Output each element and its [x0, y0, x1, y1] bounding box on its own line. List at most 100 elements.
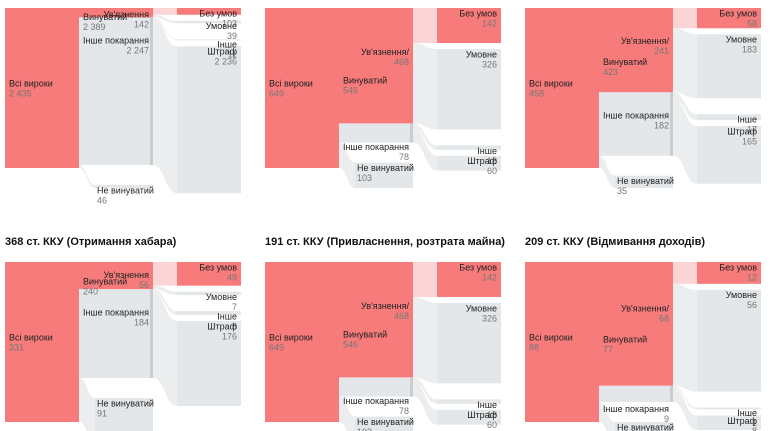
node-label: Всі вироки	[9, 332, 53, 342]
node-value: 649	[269, 342, 284, 352]
node-label: Ув'язнення	[103, 270, 149, 280]
node-value: 468	[394, 57, 409, 67]
node-label: Інше	[737, 408, 757, 418]
node-label: Штраф	[727, 127, 757, 137]
node-value: 18	[487, 156, 497, 166]
flow	[673, 28, 697, 99]
flow	[673, 92, 697, 121]
node	[177, 291, 241, 296]
node	[5, 8, 79, 168]
node-value: 142	[482, 18, 497, 28]
flow	[413, 43, 437, 130]
node-label: Інше	[217, 311, 237, 321]
node-label: Не винуватий	[357, 163, 414, 173]
node-label: Інше покарання	[603, 404, 669, 414]
node-label: Інше покарання	[343, 142, 409, 152]
flow	[79, 164, 95, 188]
node-value: 46	[97, 195, 107, 205]
flow	[153, 8, 177, 15]
flow	[153, 14, 177, 24]
node-value: 77	[603, 345, 613, 355]
node	[615, 422, 673, 431]
node-label: Всі вироки	[9, 78, 53, 88]
node-label: Не винуватий	[97, 185, 154, 195]
node-value: 183	[742, 45, 757, 55]
node-value: 18	[487, 410, 497, 420]
node-label: Інше	[217, 40, 237, 50]
node-label: Винуватий	[83, 12, 127, 22]
node	[150, 17, 153, 165]
node-label: Інше покарання	[343, 396, 409, 406]
node-value: 39	[227, 31, 237, 41]
node-value: 8	[752, 426, 757, 431]
node-value: 184	[134, 317, 149, 327]
node-value: 649	[269, 88, 284, 98]
node	[525, 262, 599, 422]
node	[265, 8, 339, 168]
node-value: 9	[664, 414, 669, 424]
node-value: 458	[529, 88, 544, 98]
node	[339, 8, 413, 124]
flow	[153, 285, 177, 296]
node	[177, 8, 241, 15]
node-label: Штраф	[467, 156, 497, 166]
node-label: Не винуватий	[357, 417, 414, 427]
node	[95, 398, 153, 431]
node-label: Штраф	[727, 416, 757, 426]
node-value: 2 389	[83, 22, 106, 32]
node-label: Ув'язнення	[103, 10, 149, 20]
node	[697, 289, 761, 392]
node-value: 2 247	[126, 46, 149, 56]
node	[599, 262, 673, 386]
node-label: Інше покарання	[83, 36, 149, 46]
node	[95, 184, 153, 188]
node	[79, 8, 153, 18]
node	[150, 289, 153, 379]
node	[615, 175, 673, 188]
node	[697, 126, 761, 184]
node	[410, 123, 413, 143]
node-label: Інше покарання	[603, 111, 669, 121]
node-value: 142	[134, 20, 149, 30]
node-label: Винуватий	[603, 335, 647, 345]
node-label: Умовне	[466, 303, 497, 313]
node	[697, 407, 761, 410]
node-label: Умовне	[726, 35, 757, 45]
flow	[673, 98, 697, 184]
node-value: 56	[139, 280, 149, 290]
panel-title: 368 ст. ККУ (Отримання хабара)	[5, 236, 177, 248]
node-label: Не винуватий	[617, 176, 674, 186]
node-label: Всі вироки	[529, 78, 573, 88]
node	[177, 39, 241, 41]
node-value: 60	[487, 166, 497, 176]
panel-title: 191 ст. ККУ (Привласнення, розтрата майн…	[265, 236, 505, 248]
node	[437, 49, 501, 130]
node-value: 12	[747, 272, 757, 282]
node-label: Винуватий	[83, 277, 127, 287]
node-label: Умовне	[466, 49, 497, 59]
node-label: Всі вироки	[269, 78, 313, 88]
node-label: Ув'язнення/	[361, 47, 410, 57]
node	[697, 34, 761, 99]
node-value: 2 236	[214, 57, 237, 67]
node-value: 142	[482, 272, 497, 282]
node-value: 78	[399, 152, 409, 162]
node	[437, 399, 501, 404]
node-value: 326	[482, 313, 497, 323]
node-value: 68	[659, 314, 669, 324]
node-value: 176	[222, 331, 237, 341]
node	[177, 311, 241, 315]
node-value: 423	[603, 67, 618, 77]
node-value: 546	[343, 86, 358, 96]
node-label: Інше	[737, 115, 757, 125]
node-label: Не винуватий	[617, 422, 674, 431]
flow	[413, 262, 437, 298]
node	[177, 20, 241, 24]
flow	[413, 381, 437, 425]
node	[437, 145, 501, 150]
node	[599, 8, 673, 93]
node-label: Без умов	[719, 262, 757, 272]
node-value: 103	[222, 18, 237, 28]
node	[5, 262, 79, 422]
node	[670, 92, 673, 156]
